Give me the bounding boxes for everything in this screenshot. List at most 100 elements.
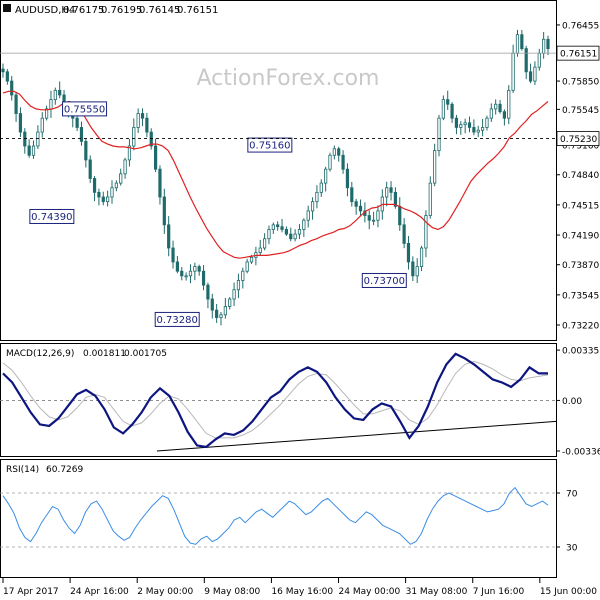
open-value: 0.76175 <box>63 5 104 16</box>
price-callout: 0.75160 <box>247 137 293 153</box>
candle-body <box>223 306 227 316</box>
key-level-tag-label: 0.75230 <box>560 135 597 145</box>
candle <box>463 118 467 134</box>
price-callout-label: 0.73700 <box>364 276 405 287</box>
x-tick-label: 17 Apr 2017 <box>3 587 59 597</box>
candle <box>376 205 380 228</box>
candle <box>18 107 23 137</box>
candle-body <box>245 261 249 272</box>
price-y-tick-label: 0.73545 <box>562 291 599 301</box>
macd-panel: MACD(12,26,9) 0.001811 0.001705 0.003353… <box>0 347 600 457</box>
candle-body <box>40 117 44 133</box>
candle <box>184 272 188 281</box>
candle-body <box>267 229 271 240</box>
candle-body <box>5 71 9 82</box>
price-callout-box <box>361 272 407 288</box>
price-tags: 0.76151 0.75230 <box>0 45 600 146</box>
x-tick-label: 24 Apr 16:00 <box>70 587 129 597</box>
candle-body <box>101 196 105 203</box>
macd-trendline <box>156 420 557 452</box>
candle-body <box>45 108 49 119</box>
key-level-tag <box>556 131 600 146</box>
candle <box>358 199 363 217</box>
price-callout-box <box>62 101 108 117</box>
candle-body <box>293 233 297 240</box>
candle-body <box>350 187 354 203</box>
candle-body <box>228 298 232 307</box>
candle <box>289 227 293 242</box>
candle <box>328 152 332 172</box>
candle <box>280 218 284 233</box>
candle <box>197 264 201 276</box>
candle-body <box>249 256 254 263</box>
candle-body <box>511 52 515 91</box>
candle-body <box>415 266 419 277</box>
x-tick-label: 31 May 08:00 <box>406 587 468 597</box>
candle-body <box>53 89 57 101</box>
candle <box>40 112 44 138</box>
price-y-axis: 0.76455 0.75850 0.75545 0.75160 0.74840 0.745… <box>556 21 599 332</box>
x-tick-label: 7 Jun 16:00 <box>473 587 525 597</box>
candle <box>53 87 57 105</box>
candle-body <box>411 261 415 277</box>
candle <box>424 210 428 258</box>
candle-body <box>337 148 341 156</box>
candle-body <box>324 168 328 184</box>
candle <box>193 262 197 281</box>
candle <box>419 245 424 272</box>
current-price-tag-label: 0.76151 <box>560 50 597 60</box>
candle <box>36 125 40 150</box>
candle-body <box>154 145 158 170</box>
candle <box>114 180 118 192</box>
candle <box>385 181 389 207</box>
candle-body <box>319 182 323 193</box>
macd-line <box>2 352 548 449</box>
candle-body <box>219 314 223 318</box>
candle-body <box>136 113 140 128</box>
candle-body <box>354 201 358 207</box>
candle <box>171 240 175 269</box>
candle <box>406 235 411 270</box>
candle <box>140 108 145 127</box>
candle-body <box>419 247 424 267</box>
candle <box>223 297 227 319</box>
macd-y-tick-label: 0.00 <box>562 397 582 407</box>
candle <box>97 188 101 206</box>
candle-body <box>123 159 127 175</box>
price-y-tick-label: 0.74840 <box>562 171 599 181</box>
candle <box>31 140 36 159</box>
candle-body <box>372 219 376 222</box>
high-value: 0.76195 <box>101 5 142 16</box>
candle-body <box>542 38 546 54</box>
price-annotations: 0.75550 0.74390 0.73280 0.75160 0.73700 <box>29 101 407 327</box>
candle-body <box>402 224 406 244</box>
candle <box>201 265 206 291</box>
candle <box>302 218 306 237</box>
candle-body <box>158 168 162 198</box>
candle <box>398 197 402 231</box>
candle-body <box>284 229 288 235</box>
candle <box>175 255 179 274</box>
rsi-value: 60.7269 <box>46 465 83 475</box>
candle <box>450 102 454 123</box>
candle-body <box>215 309 219 318</box>
candle <box>267 225 271 245</box>
candle-body <box>27 145 31 156</box>
price-callout: 0.73700 <box>361 272 407 288</box>
rsi-y-tick-label: 70 <box>566 490 578 500</box>
candle <box>215 303 219 323</box>
candle-body <box>306 210 310 221</box>
candle-body <box>520 34 524 50</box>
candle-body <box>481 127 485 131</box>
x-axis: 17 Apr 2017 24 Apr 16:00 2 May 00:00 9 May … <box>2 578 597 597</box>
candle-body <box>310 201 315 212</box>
candle-body <box>433 150 437 184</box>
candle-body <box>393 191 397 207</box>
candle <box>367 210 371 230</box>
candle-body <box>328 154 332 170</box>
candle <box>511 44 515 93</box>
watermark: ActionForex.com <box>197 66 380 91</box>
window-icon <box>3 4 11 12</box>
current-price-tag <box>556 45 600 61</box>
candle <box>132 118 136 151</box>
